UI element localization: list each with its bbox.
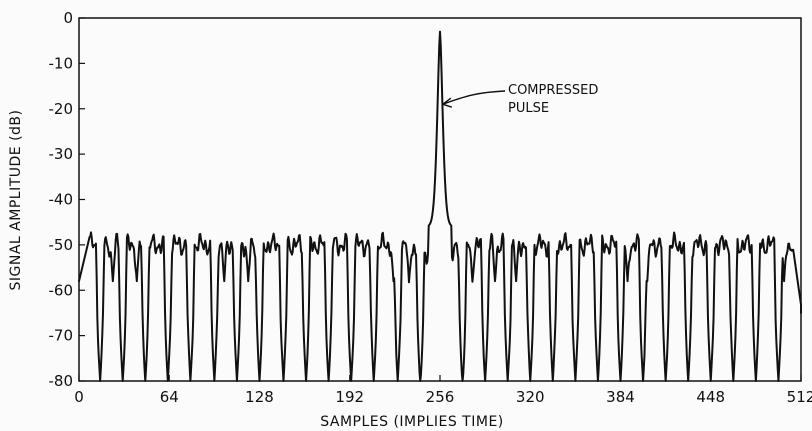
y-axis: 0 -10 -20 -30 -40 -50 -60 -70 -80 [49, 9, 85, 390]
annotation-line2: PULSE [508, 101, 549, 116]
signal-line [78, 30, 802, 382]
y-axis-title: SIGNAL AMPLITUDE (dB) [8, 110, 24, 291]
y-tick-label: -50 [49, 236, 74, 254]
y-tick-label: -70 [49, 327, 74, 345]
x-axis: 0 64 128 192 256 320 384 448 512 [74, 375, 812, 406]
y-tick-label: -20 [49, 100, 74, 118]
x-tick-label: 0 [74, 388, 84, 406]
y-tick-label: -30 [49, 145, 74, 163]
annotation-arrow [442, 90, 506, 108]
x-tick-label: 128 [245, 388, 274, 406]
x-tick-label: 64 [160, 388, 179, 406]
x-tick-label: 512 [787, 388, 812, 406]
x-tick-label: 192 [335, 388, 364, 406]
y-tick-label: -10 [49, 54, 74, 72]
annotation-line1: COMPRESSED [508, 83, 598, 98]
x-tick-label: 256 [426, 388, 455, 406]
x-tick-label: 448 [696, 388, 725, 406]
x-tick-label: 320 [516, 388, 545, 406]
x-tick-label: 384 [606, 388, 635, 406]
y-tick-label: -60 [49, 281, 74, 299]
annotation: COMPRESSED PULSE [442, 83, 598, 116]
x-axis-title: SAMPLES (IMPLIES TIME) [320, 414, 504, 430]
y-tick-label: -40 [49, 191, 74, 209]
y-tick-label: -80 [49, 372, 74, 390]
y-tick-label: 0 [63, 9, 73, 27]
